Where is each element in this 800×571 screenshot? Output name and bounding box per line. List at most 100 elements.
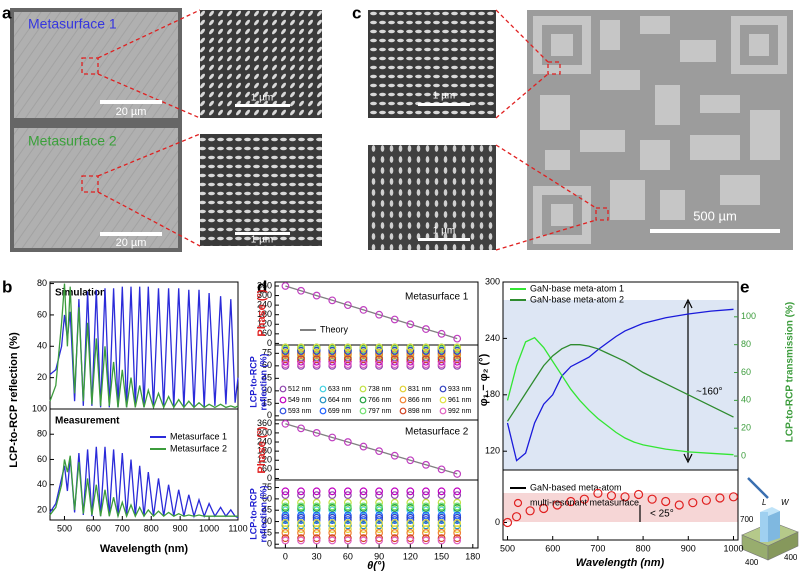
data-point: [390, 315, 399, 324]
series-line: [506, 308, 734, 462]
data-point: [343, 491, 352, 500]
y-tick-label: 240: [257, 436, 272, 446]
y-tick-label: 20: [37, 504, 47, 514]
data-point: [701, 495, 711, 505]
x-tick-label: 900: [173, 523, 188, 533]
data-point: [453, 519, 462, 527]
data-point: [359, 528, 368, 537]
data-point: [343, 506, 352, 515]
legend-label: 512 nm: [288, 386, 312, 393]
legend-swatch: [319, 407, 327, 415]
y-tick-label: 240: [257, 300, 272, 310]
data-point: [359, 343, 368, 352]
y2-tick-label: 40: [741, 395, 751, 405]
data-point: [453, 334, 462, 343]
data-point: [375, 498, 384, 507]
y2-tick-label: 80: [741, 339, 751, 349]
y-tick-label: 120: [257, 319, 272, 329]
data-point: [437, 513, 446, 522]
scale-bar: [235, 104, 290, 107]
panel-c: c 1 µm 1 µm 500 µm: [352, 3, 793, 251]
data-point: [359, 519, 368, 527]
data-point: [406, 513, 415, 522]
y-tick-label: 300: [485, 276, 500, 286]
data-point: [328, 487, 337, 496]
data-point: [328, 502, 337, 511]
data-point: [343, 513, 352, 522]
data-point: [579, 494, 589, 504]
data-point: [343, 355, 352, 364]
data-point: [328, 513, 337, 522]
legend-swatch: [439, 407, 447, 415]
data-point: [359, 491, 368, 500]
series-line: [506, 344, 734, 422]
shaded-region: [503, 493, 738, 522]
data-point: [593, 488, 603, 498]
data-point: [390, 516, 399, 524]
data-point: [390, 534, 399, 543]
x-tick-label: 700: [115, 523, 130, 533]
x-tick-label: 90: [374, 551, 384, 561]
data-point: [390, 355, 399, 364]
data-point: [281, 491, 290, 500]
data-point: [437, 511, 446, 520]
y-tick-label: 60: [262, 360, 272, 370]
data-point: [453, 534, 462, 543]
dimension-label: 400: [745, 558, 759, 567]
data-point: [453, 491, 462, 500]
data-point: [406, 355, 415, 364]
data-point: [453, 502, 462, 511]
data-point: [312, 506, 321, 515]
data-point: [312, 536, 321, 545]
data-point: [453, 355, 462, 364]
legend-swatch: [319, 385, 327, 393]
scale-label: 1 µm: [433, 226, 455, 237]
y-axis-label: reflection (%): [258, 353, 268, 410]
data-point: [312, 519, 321, 527]
data-point: [359, 511, 368, 520]
dimension-label: 700: [740, 515, 754, 524]
x-tick-label: 500: [500, 543, 515, 553]
data-point: [343, 519, 352, 527]
data-point: [281, 357, 290, 366]
data-point: [297, 355, 305, 364]
y-axis-label: LCP-to-RCP reflection (%): [8, 332, 20, 468]
data-point: [422, 498, 430, 507]
image-title: Metasurface 2: [28, 133, 117, 149]
scale-label: 500 µm: [693, 208, 737, 223]
legend-swatch: [399, 407, 407, 415]
data-point: [406, 487, 415, 496]
data-point: [375, 506, 384, 515]
data-point: [437, 346, 446, 355]
data-point: [328, 491, 337, 500]
y2-axis-label: LCP-to-RCP transmission (%): [785, 302, 796, 442]
data-point: [281, 360, 290, 369]
data-point: [422, 355, 430, 364]
data-point: [281, 355, 290, 364]
data-point: [281, 513, 290, 522]
data-point: [661, 496, 671, 507]
data-point: [406, 498, 415, 507]
y-tick-label: 75: [262, 482, 272, 492]
data-point: [297, 521, 305, 530]
data-point: [406, 502, 415, 511]
y-tick-label: 45: [262, 373, 272, 383]
x-tick-label: 1000: [723, 543, 743, 553]
plot-frame: [49, 408, 239, 521]
data-point: [406, 456, 415, 465]
data-point: [312, 429, 321, 437]
data-point: [422, 516, 430, 524]
data-point: [453, 498, 462, 507]
legend-swatch: [439, 396, 447, 404]
data-point: [328, 506, 337, 515]
scale-bar: [100, 232, 162, 236]
sem-zoom: [368, 145, 496, 250]
data-point: [728, 492, 739, 502]
data-point: [437, 506, 446, 515]
legend-swatch: [359, 385, 367, 393]
y-axis-label: Phase (°): [256, 426, 268, 474]
y-tick-label: 40: [37, 341, 47, 351]
data-point: [437, 357, 446, 366]
x-tick-label: 800: [636, 543, 651, 553]
